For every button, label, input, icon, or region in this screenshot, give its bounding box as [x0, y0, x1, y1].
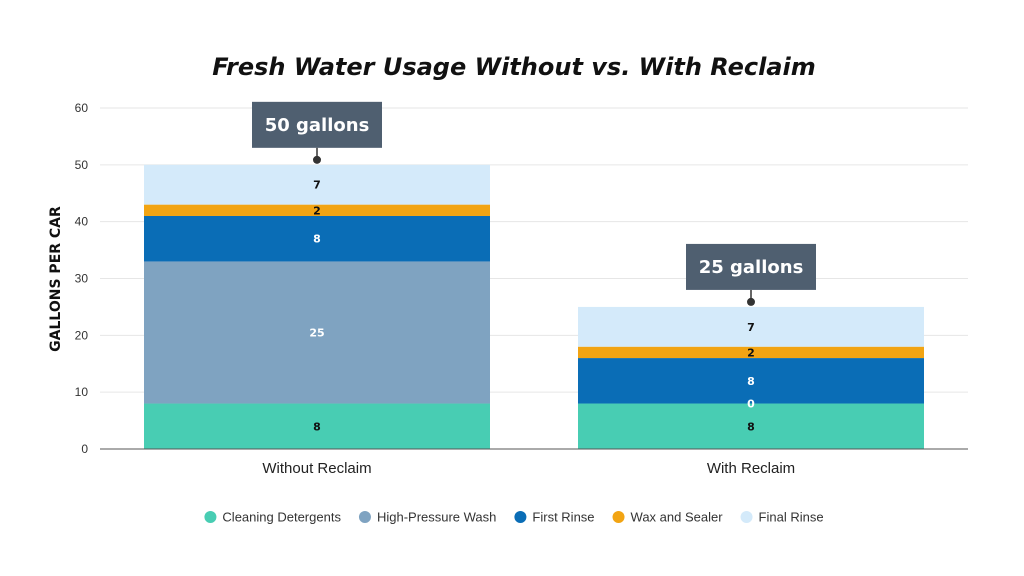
bar-segment: [578, 403, 924, 449]
bar-segment: [578, 306, 924, 347]
data-label: 2: [747, 346, 755, 359]
legend-label: First Rinse: [532, 510, 594, 525]
legend-label: High-Pressure Wash: [377, 510, 496, 525]
data-label: 25: [309, 326, 324, 339]
legend-label: Final Rinse: [759, 510, 824, 525]
legend-swatch: [204, 511, 217, 523]
bar-segment: [578, 358, 924, 404]
y-tick-label: 10: [75, 385, 89, 399]
data-label: 8: [747, 375, 755, 388]
legend-label: Wax and Sealer: [631, 510, 724, 525]
legend-swatch: [740, 511, 753, 523]
legend-item: Cleaning Detergents: [204, 510, 341, 525]
y-tick-label: 20: [75, 328, 89, 342]
y-axis-ticks: 0 10 20 30 40 50 60: [75, 101, 89, 456]
total-callout-label: 25 gallons: [699, 257, 804, 278]
legend-label: Cleaning Detergents: [222, 510, 341, 525]
x-tick-label: Without Reclaim: [262, 460, 371, 477]
total-callouts: 50 gallons 25 gallons: [252, 101, 816, 306]
data-label: 2: [313, 204, 321, 217]
total-callout-box: [686, 243, 816, 290]
data-label: 7: [313, 179, 321, 192]
y-tick-label: 0: [81, 442, 88, 456]
data-label: 7: [747, 321, 755, 334]
data-label: 8: [747, 420, 755, 433]
bar-segment: [144, 164, 490, 205]
y-tick-label: 30: [75, 272, 89, 286]
y-tick-label: 40: [75, 215, 89, 229]
y-tick-label: 50: [75, 158, 89, 172]
bars: [144, 164, 924, 449]
bar-segment: [144, 403, 490, 449]
legend-swatch: [514, 511, 527, 523]
data-label: 8: [313, 420, 321, 433]
callout-dot: [747, 297, 755, 306]
bar-segment: [144, 261, 490, 404]
segment-labels: 8 25 8 2 7 8 0 8 2 7: [309, 179, 755, 434]
legend-item: Final Rinse: [740, 510, 824, 525]
x-tick-label: With Reclaim: [707, 460, 795, 477]
bar-segment: [144, 204, 490, 216]
total-callout-label: 50 gallons: [265, 115, 370, 136]
total-callout-box: [252, 101, 382, 148]
legend-item: First Rinse: [514, 510, 595, 525]
callout-dot: [313, 155, 321, 164]
data-label: 8: [313, 233, 321, 246]
bar-segment: [144, 215, 490, 262]
legend-swatch: [612, 511, 625, 523]
y-tick-label: 60: [75, 101, 89, 115]
x-axis-ticks: Without Reclaim With Reclaim: [262, 460, 795, 477]
data-label: 0: [747, 398, 755, 411]
chart-title: Fresh Water Usage Without vs. With Recla…: [212, 53, 815, 81]
y-axis-label: GALLONS PER CAR: [48, 206, 64, 352]
legend: Cleaning Detergents High-Pressure Wash Fir…: [204, 510, 824, 525]
legend-item: High-Pressure Wash: [358, 510, 496, 525]
bar-segment: [578, 346, 924, 359]
legend-swatch: [358, 511, 371, 523]
legend-item: Wax and Sealer: [612, 510, 724, 525]
